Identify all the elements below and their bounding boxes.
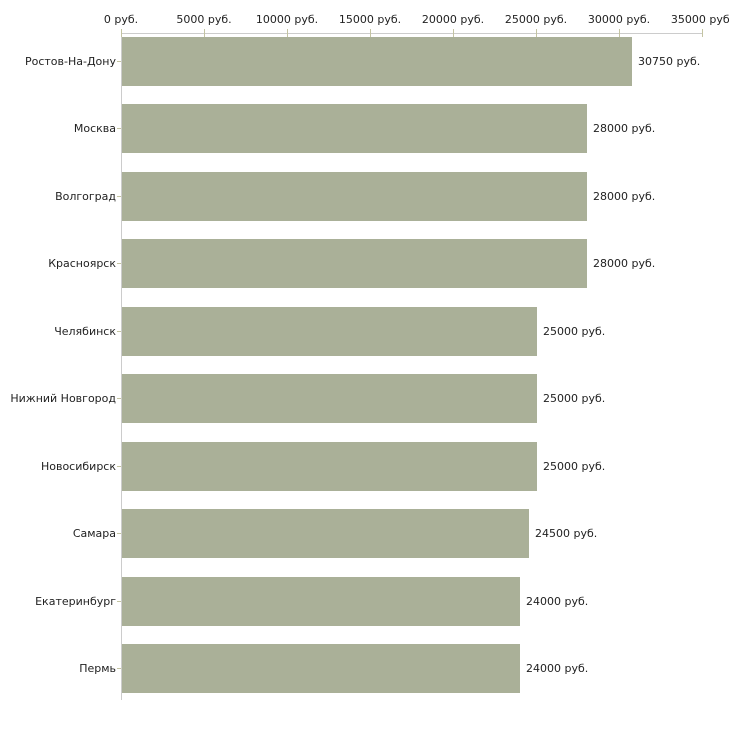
value-label: 25000 руб.: [543, 325, 606, 338]
x-axis-tick-label: 0 руб.: [103, 13, 139, 26]
category-label: Красноярск: [48, 257, 116, 270]
value-label: 24500 руб.: [535, 527, 598, 540]
x-axis-tick-label: 25000 руб.: [504, 13, 568, 26]
x-axis-tick-label: 30000 руб.: [587, 13, 651, 26]
y-axis-tick-mark: [117, 331, 121, 332]
value-label: 25000 руб.: [543, 392, 606, 405]
x-axis-tick-mark: [204, 29, 205, 37]
y-axis-tick-mark: [117, 61, 121, 62]
value-label: 25000 руб.: [543, 460, 606, 473]
x-axis-tick-mark: [121, 29, 122, 37]
category-label: Новосибирск: [40, 460, 116, 473]
x-axis-tick-mark: [453, 29, 454, 37]
y-axis-line: [121, 33, 122, 700]
x-axis-line: [121, 33, 703, 34]
category-label: Волгоград: [55, 190, 116, 203]
value-label: 28000 руб.: [593, 257, 656, 270]
x-axis-tick-mark: [619, 29, 620, 37]
x-axis-tick-mark: [536, 29, 537, 37]
y-axis-tick-mark: [117, 668, 121, 669]
x-axis-tick-label: 5000 руб.: [176, 13, 232, 26]
category-label: Пермь: [79, 662, 116, 675]
y-axis-tick-mark: [117, 601, 121, 602]
y-axis-tick-mark: [117, 263, 121, 264]
bar-0: [122, 37, 632, 86]
value-label: 24000 руб.: [526, 595, 589, 608]
category-label: Челябинск: [54, 325, 116, 338]
y-axis-tick-mark: [117, 196, 121, 197]
y-axis-tick-mark: [117, 533, 121, 534]
y-axis-tick-mark: [117, 128, 121, 129]
value-label: 30750 руб.: [638, 55, 701, 68]
category-label: Самара: [72, 527, 116, 540]
category-label: Москва: [73, 122, 116, 135]
bar-5: [122, 374, 537, 423]
bar-6: [122, 442, 537, 491]
bar-8: [122, 577, 520, 626]
value-label: 28000 руб.: [593, 190, 656, 203]
bar-4: [122, 307, 537, 356]
x-axis-tick-mark: [370, 29, 371, 37]
category-label: Нижний Новгород: [10, 392, 116, 405]
bar-3: [122, 239, 587, 288]
x-axis-tick-mark: [702, 29, 703, 37]
x-axis-tick-label: 35000 руб.: [670, 13, 730, 26]
bar-7: [122, 509, 529, 558]
y-axis-tick-mark: [117, 398, 121, 399]
category-label: Ростов-На-Дону: [24, 55, 116, 68]
bar-2: [122, 172, 587, 221]
bar-1: [122, 104, 587, 153]
value-label: 24000 руб.: [526, 662, 589, 675]
y-axis-tick-mark: [117, 466, 121, 467]
x-axis-tick-label: 20000 руб.: [421, 13, 485, 26]
x-axis-tick-label: 15000 руб.: [338, 13, 402, 26]
x-axis-tick-mark: [287, 29, 288, 37]
bar-9: [122, 644, 520, 693]
category-label: Екатеринбург: [35, 595, 116, 608]
value-label: 28000 руб.: [593, 122, 656, 135]
x-axis-tick-label: 10000 руб.: [255, 13, 319, 26]
